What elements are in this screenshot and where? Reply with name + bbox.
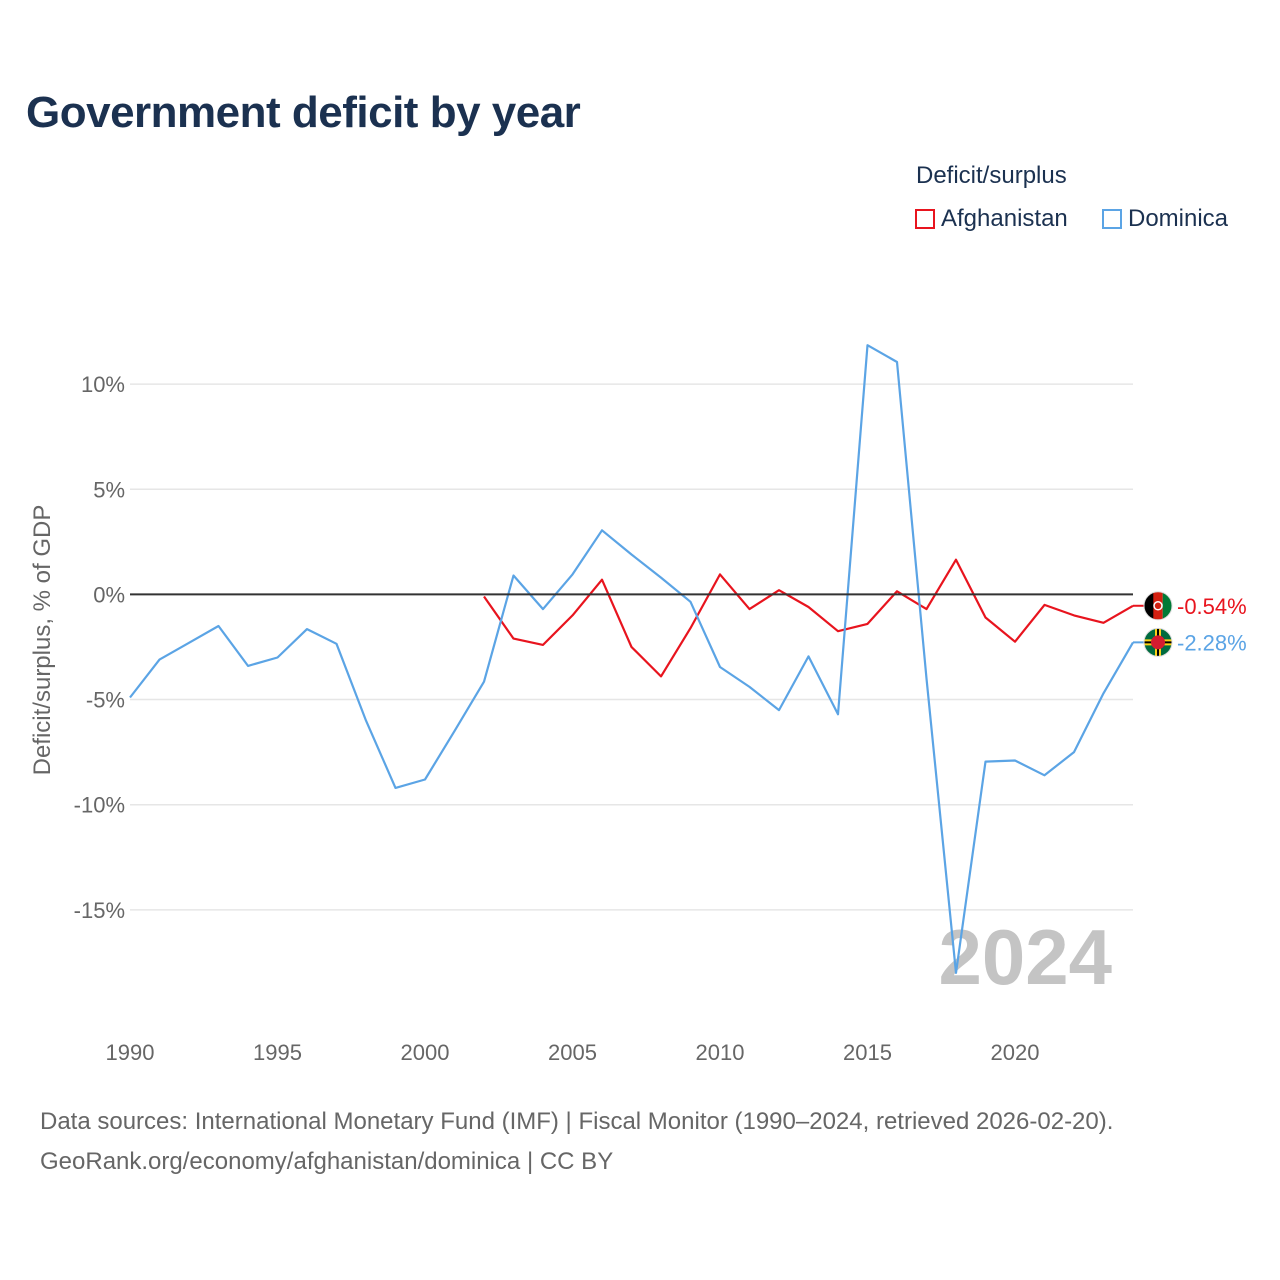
legend-item-afghanistan[interactable]: Afghanistan: [915, 205, 1068, 233]
data-point-afghanistan: [894, 588, 900, 594]
data-point-dominica: [599, 527, 605, 533]
legend-title: Deficit/surplus: [916, 162, 1067, 189]
data-point-afghanistan: [511, 636, 517, 642]
data-point-dominica: [186, 640, 192, 646]
year-watermark: 2024: [938, 913, 1112, 1001]
data-point-dominica: [216, 623, 222, 629]
data-point-dominica: [127, 694, 133, 700]
data-point-dominica: [776, 707, 782, 713]
series-lines: [127, 342, 1134, 976]
footer-source: Data sources: International Monetary Fun…: [40, 1108, 1114, 1135]
chart-area: 10% 5% 0% -5% -10% -15% 1990 1995 2000 2005 2010 2…: [29, 342, 1247, 1065]
data-point-dominica: [1042, 772, 1048, 778]
y-tick-labels: 10% 5% 0% -5% -10% -15%: [74, 372, 125, 923]
data-point-dominica: [747, 684, 753, 690]
series-line-afghanistan: [483, 558, 1134, 678]
flag-afghanistan-icon: [1143, 591, 1173, 621]
end-label-afghanistan: -0.54%: [1177, 594, 1247, 619]
data-point-dominica: [570, 571, 576, 577]
data-point-dominica: [983, 759, 989, 765]
data-point-afghanistan: [688, 625, 694, 631]
y-axis-label: Deficit/surplus, % of GDP: [29, 505, 56, 776]
data-point-afghanistan: [570, 612, 576, 618]
data-point-dominica: [157, 657, 163, 663]
legend-label-afghanistan: Afghanistan: [941, 205, 1068, 232]
data-point-dominica: [245, 663, 251, 669]
data-point-dominica: [334, 641, 340, 647]
data-point-afghanistan: [1101, 620, 1107, 626]
data-point-afghanistan: [747, 606, 753, 612]
data-point-afghanistan: [983, 615, 989, 621]
data-point-dominica: [363, 718, 369, 724]
data-point-afghanistan: [717, 571, 723, 577]
legend-item-dominica[interactable]: Dominica: [1102, 205, 1228, 233]
end-label-dominica: -2.28%: [1177, 630, 1247, 655]
data-point-dominica: [393, 785, 399, 791]
x-tick-labels: 1990 1995 2000 2005 2010 2015 2020: [106, 1040, 1040, 1065]
footer-site-link[interactable]: GeoRank.org/economy/afghanistan/dominica…: [40, 1148, 614, 1175]
data-point-dominica: [865, 342, 871, 348]
x-tick-label: 1995: [253, 1040, 302, 1065]
data-point-dominica: [953, 970, 959, 976]
data-point-afghanistan: [835, 628, 841, 634]
data-point-dominica: [540, 606, 546, 612]
data-point-dominica: [658, 575, 664, 581]
data-point-dominica: [688, 599, 694, 605]
data-point-dominica: [1071, 749, 1077, 755]
data-point-dominica: [1012, 758, 1018, 764]
y-tick-label: -5%: [86, 688, 125, 713]
data-point-afghanistan: [924, 606, 930, 612]
data-point-afghanistan: [658, 673, 664, 679]
data-point-dominica: [511, 572, 517, 578]
x-tick-label: 2015: [843, 1040, 892, 1065]
y-tick-label: 5%: [93, 477, 125, 502]
data-point-dominica: [481, 679, 487, 685]
data-point-afghanistan: [1042, 602, 1048, 608]
data-point-dominica: [275, 655, 281, 661]
chart-title: Government deficit by year: [26, 88, 581, 137]
legend-swatch-afghanistan: [915, 209, 935, 229]
data-point-dominica: [1101, 690, 1107, 696]
data-point-dominica: [894, 359, 900, 365]
data-point-dominica: [304, 626, 310, 632]
data-point-afghanistan: [1012, 639, 1018, 645]
data-point-dominica: [452, 728, 458, 734]
data-point-dominica: [835, 711, 841, 717]
data-point-afghanistan: [865, 621, 871, 627]
data-point-afghanistan: [599, 577, 605, 583]
data-point-afghanistan: [540, 642, 546, 648]
x-tick-label: 2000: [401, 1040, 450, 1065]
data-point-afghanistan: [806, 604, 812, 610]
flag-dominica-icon: [1143, 627, 1173, 657]
y-tick-label: -15%: [74, 898, 125, 923]
series-line-dominica: [129, 344, 1134, 975]
data-point-dominica: [629, 551, 635, 557]
x-tick-label: 2005: [548, 1040, 597, 1065]
data-point-afghanistan: [776, 587, 782, 593]
data-point-dominica: [717, 664, 723, 670]
y-tick-label: 10%: [81, 372, 125, 397]
series-endpoints: -0.54% -2.28%: [1133, 591, 1247, 657]
data-point-afghanistan: [953, 557, 959, 563]
data-point-dominica: [924, 676, 930, 682]
data-point-dominica: [806, 653, 812, 659]
y-tick-label: -10%: [74, 793, 125, 818]
x-tick-label: 2020: [991, 1040, 1040, 1065]
data-point-afghanistan: [1071, 612, 1077, 618]
legend-label-dominica: Dominica: [1128, 205, 1229, 232]
data-point-afghanistan: [629, 644, 635, 650]
x-tick-label: 2010: [696, 1040, 745, 1065]
x-tick-label: 1990: [106, 1040, 155, 1065]
data-point-dominica: [422, 776, 428, 782]
y-tick-label: 0%: [93, 582, 125, 607]
legend-swatch-dominica: [1102, 209, 1122, 229]
